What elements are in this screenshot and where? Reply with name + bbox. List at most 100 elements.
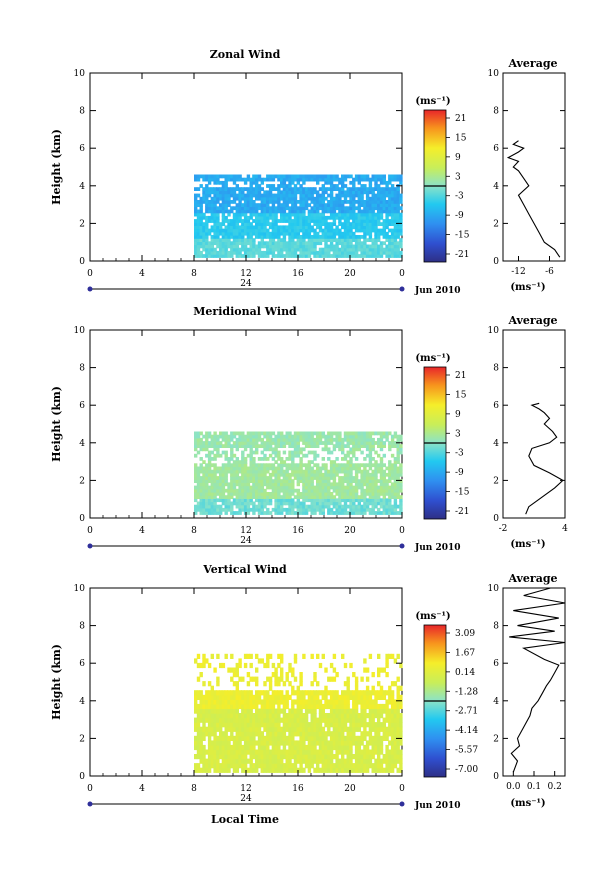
heatmap-cell xyxy=(243,212,248,217)
heatmap-cell xyxy=(221,209,226,214)
heatmap-cell xyxy=(293,699,298,705)
heatmap-cell xyxy=(263,492,267,496)
heatmap-cell xyxy=(382,469,386,474)
heatmap-cell xyxy=(271,203,276,207)
heatmap-cell xyxy=(374,244,378,249)
heatmap-cell xyxy=(302,754,306,760)
heatmap-cell xyxy=(207,460,212,464)
heatmap-cell xyxy=(338,495,342,499)
heatmap-cell xyxy=(335,672,339,678)
heatmap-cell xyxy=(371,708,375,714)
heatmap-cell xyxy=(313,244,317,249)
heatmap-cell xyxy=(382,476,386,480)
heatmap-cell xyxy=(224,250,228,255)
heatmap-cell xyxy=(285,247,289,252)
heatmap-cell xyxy=(341,225,345,230)
heatmap-cell xyxy=(221,206,226,211)
heatmap-cell xyxy=(393,244,398,249)
heatmap-cell xyxy=(282,177,287,182)
heatmap-cell xyxy=(385,672,389,678)
heatmap-cell xyxy=(324,222,328,226)
heatmap-cell xyxy=(296,225,300,230)
heatmap-cell xyxy=(207,247,212,252)
heatmap-cell xyxy=(266,740,270,746)
heatmap-cell xyxy=(224,501,228,506)
heatmap-cell xyxy=(241,744,245,751)
heatmap-cell xyxy=(213,492,217,496)
heatmap-cell xyxy=(363,744,367,751)
heatmap-cell xyxy=(310,690,314,696)
heatmap-cell xyxy=(274,498,278,503)
heatmap-cell xyxy=(257,231,262,236)
heatmap-cell xyxy=(396,187,400,191)
heatmap-cell xyxy=(216,676,220,682)
heatmap-cell xyxy=(219,225,223,230)
heatmap-cell xyxy=(360,694,364,700)
heatmap-cell xyxy=(285,437,289,442)
colorbar-tick-label: -7.00 xyxy=(455,765,478,775)
heatmap-cell xyxy=(302,434,306,439)
heatmap-cell xyxy=(346,444,350,448)
heatmap-cell xyxy=(388,511,392,515)
heatmap-cell xyxy=(318,247,323,252)
heatmap-cell xyxy=(304,174,309,179)
heatmap-cell xyxy=(327,180,331,185)
heatmap-cell xyxy=(216,763,220,769)
heatmap-cell xyxy=(196,235,201,239)
heatmap-cell xyxy=(296,690,300,696)
heatmap-cell xyxy=(341,754,345,760)
heatmap-cell xyxy=(343,457,348,461)
heatmap-cell xyxy=(202,466,206,471)
x-tick-label: 16 xyxy=(292,269,304,279)
heatmap-cell xyxy=(241,196,245,201)
heatmap-cell xyxy=(349,501,353,506)
heatmap-cell xyxy=(274,444,278,448)
heatmap-cell xyxy=(388,441,392,445)
heatmap-cell xyxy=(221,763,226,769)
heatmap-cell xyxy=(365,685,370,691)
heatmap-cell xyxy=(302,437,306,442)
heatmap-cell xyxy=(249,466,253,471)
heatmap-cell xyxy=(324,434,328,439)
heatmap-cell xyxy=(363,437,367,442)
heatmap-cell xyxy=(354,200,359,204)
heatmap-cell xyxy=(307,196,312,201)
heatmap-cell xyxy=(299,200,303,204)
heatmap-cell xyxy=(343,690,348,696)
heatmap-cell xyxy=(266,196,270,201)
heatmap-cell xyxy=(304,744,309,751)
heatmap-cell xyxy=(332,460,337,464)
heatmap-cell xyxy=(230,235,234,239)
heatmap-cell xyxy=(329,434,334,439)
heatmap-cell xyxy=(346,495,350,499)
heatmap-cell xyxy=(266,434,270,439)
heatmap-cell xyxy=(388,212,392,217)
heatmap-cell xyxy=(243,726,248,732)
heatmap-cell xyxy=(352,767,356,773)
heatmap-cell xyxy=(368,225,373,230)
heatmap-cell xyxy=(396,450,400,455)
heatmap-cell xyxy=(399,726,403,732)
heatmap-cell xyxy=(329,676,334,682)
heatmap-cell xyxy=(277,469,281,474)
heatmap-cell xyxy=(318,501,323,506)
heatmap-cell xyxy=(271,694,276,700)
heatmap-cell xyxy=(313,200,317,204)
heatmap-cell xyxy=(343,247,348,252)
heatmap-cell xyxy=(202,726,206,732)
heatmap-cell xyxy=(291,504,295,509)
heatmap-cell xyxy=(307,441,312,445)
heatmap-cell xyxy=(202,177,206,182)
heatmap-cell xyxy=(213,740,217,746)
heatmap-cell xyxy=(377,238,381,242)
heatmap-cell xyxy=(352,453,356,458)
heatmap-cell xyxy=(230,653,234,659)
heatmap-cell xyxy=(263,722,267,728)
heatmap-cell xyxy=(379,479,384,483)
heatmap-cell xyxy=(293,744,298,751)
heatmap-cell xyxy=(205,444,209,448)
heatmap-cell xyxy=(227,212,231,217)
heatmap-cell xyxy=(377,708,381,714)
heatmap-cell xyxy=(277,653,281,659)
heatmap-cell xyxy=(385,209,389,214)
